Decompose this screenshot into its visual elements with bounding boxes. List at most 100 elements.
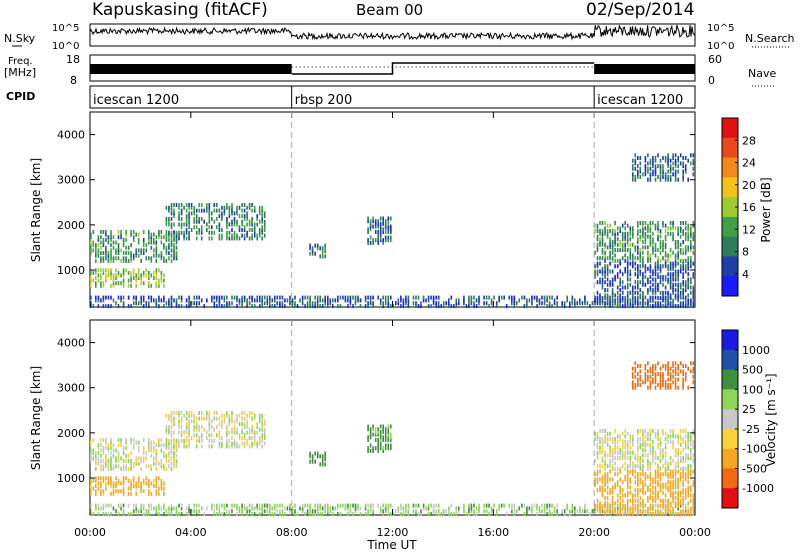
echo-cell	[669, 282, 672, 287]
echo-cell	[185, 203, 188, 207]
echo-cell	[657, 482, 659, 487]
echo-cell	[649, 223, 652, 228]
echo-cell	[669, 385, 672, 390]
echo-cell	[188, 216, 190, 221]
echo-cell	[632, 439, 634, 444]
echo-cell	[122, 466, 125, 471]
echo-cell	[206, 506, 208, 511]
echo-cell	[614, 485, 616, 490]
echo-cell	[609, 256, 611, 261]
echo-cell	[291, 512, 294, 517]
echo-cell	[105, 268, 107, 273]
echo-cell	[644, 295, 647, 300]
echo-cell	[690, 369, 692, 374]
echo-cell	[604, 501, 606, 506]
echo-cell	[117, 443, 120, 448]
echo-cell	[682, 164, 684, 169]
echo-cell	[309, 509, 311, 514]
echo-cell	[150, 440, 153, 445]
echo-cell	[276, 295, 279, 300]
echo-cell	[251, 222, 253, 227]
echo-cell	[142, 304, 145, 309]
echo-cell	[435, 503, 437, 508]
echo-cell	[465, 512, 468, 517]
echo-cell	[115, 481, 117, 486]
echo-cell	[657, 248, 659, 253]
echo-cell	[614, 253, 616, 258]
colorbar-swatch	[722, 428, 738, 450]
echo-cell	[95, 298, 97, 303]
echo-cell	[478, 295, 480, 300]
echo-cell	[90, 251, 92, 255]
echo-cell	[526, 512, 528, 517]
echo-cell	[692, 285, 695, 290]
echo-cell	[677, 439, 679, 444]
echo-cell	[402, 506, 405, 511]
echo-cell	[173, 438, 175, 443]
echo-cell	[604, 434, 606, 439]
echo-cell	[390, 216, 392, 221]
echo-cell	[604, 488, 606, 493]
echo-cell	[505, 512, 508, 517]
echo-cell	[241, 436, 243, 440]
echo-cell	[165, 216, 168, 221]
echo-cell	[657, 266, 659, 271]
echo-cell	[170, 253, 173, 258]
echo-cell	[690, 290, 692, 295]
echo-cell	[684, 377, 687, 382]
echo-cell	[125, 453, 127, 458]
echo-cell	[246, 512, 248, 517]
echo-cell	[659, 482, 662, 487]
echo-cell	[528, 298, 531, 303]
echo-cell	[105, 438, 107, 442]
echo-cell	[218, 506, 221, 511]
echo-cell	[148, 301, 150, 306]
echo-cell	[311, 304, 314, 309]
echo-cell	[420, 304, 422, 309]
echo-cell	[654, 269, 657, 274]
echo-cell	[669, 261, 672, 266]
echo-cell	[316, 451, 319, 456]
echo-cell	[269, 301, 271, 306]
echo-cell	[274, 298, 276, 303]
echo-cell	[652, 269, 654, 274]
echo-cell	[231, 441, 233, 446]
echo-cell	[669, 277, 672, 282]
echo-cell	[669, 482, 672, 487]
echo-cell	[153, 248, 155, 253]
echo-cell	[95, 503, 97, 508]
echo-cell	[596, 248, 599, 253]
echo-cell	[629, 461, 632, 466]
echo-cell	[604, 464, 606, 469]
echo-cell	[682, 240, 684, 244]
echo-cell	[180, 416, 183, 421]
echo-cell	[120, 281, 122, 286]
echo-cell	[667, 177, 669, 182]
echo-cell	[352, 304, 354, 309]
echo-cell	[90, 486, 92, 491]
echo-cell	[649, 493, 652, 498]
echo-cell	[173, 214, 175, 219]
echo-cell	[626, 474, 629, 479]
echo-cell	[541, 301, 543, 306]
echo-cell	[662, 380, 664, 385]
echo-cell	[130, 270, 132, 275]
echo-cell	[316, 298, 319, 303]
echo-cell	[115, 509, 117, 514]
echo-cell	[137, 273, 140, 278]
echo-cell	[122, 481, 125, 486]
echo-cell	[563, 512, 566, 517]
echo-cell	[233, 503, 236, 508]
echo-cell	[470, 506, 473, 511]
echo-cell	[269, 503, 271, 508]
echo-cell	[195, 427, 198, 432]
echo-cell	[231, 436, 233, 440]
echo-cell	[253, 205, 256, 210]
echo-cell	[624, 461, 626, 466]
echo-cell	[684, 280, 687, 285]
echo-cell	[258, 413, 261, 418]
echo-cell	[241, 411, 243, 415]
echo-cell	[662, 169, 664, 174]
echo-cell	[369, 443, 372, 448]
echo-cell	[637, 477, 639, 482]
